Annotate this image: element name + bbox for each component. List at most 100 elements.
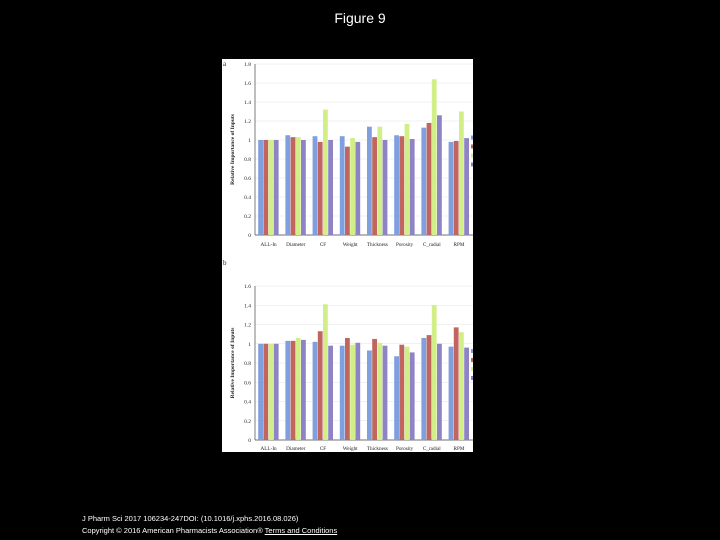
panel-b-bar-rf-c-radial xyxy=(437,343,442,440)
panel-a-bar-svm-all-in xyxy=(268,140,274,235)
panel-a-y-axis-label: Relative Importance of Inputs xyxy=(230,114,236,185)
panel-a-legend-swatch-ga xyxy=(471,144,473,149)
panel-b-label: b xyxy=(223,259,227,267)
panel-a-y-tick-label: 1 xyxy=(248,138,251,144)
panel-a-bar-svm-cf xyxy=(323,109,328,235)
panel-a-bar-rf-rpm xyxy=(464,138,469,235)
panel-a-bar-ga-cf xyxy=(317,141,323,235)
panel-b-bar-rf-diameter xyxy=(301,339,306,440)
panel-a-y-tick-label: 1.8 xyxy=(244,62,251,68)
panel-b-x-tick-label: Diameter xyxy=(286,446,306,452)
panel-a-bar-ga-diameter xyxy=(290,137,296,235)
panel-b-x-tick-label: RPM xyxy=(454,446,465,452)
panel-b-y-tick-label: 1 xyxy=(248,342,251,348)
panel-b-y-tick-label: 1.4 xyxy=(244,303,251,309)
footer: J Pharm Sci 2017 106234-247DOI: (10.1016… xyxy=(82,513,337,537)
panel-b-bar-ga-c-radial xyxy=(426,335,432,440)
panel-b-x-tick-label: Porosity xyxy=(396,446,414,452)
panel-a-bar-rf-diameter xyxy=(301,140,306,235)
panel-a-bar-svm-porosity xyxy=(404,123,410,235)
figure-chart-svg: a Relative Importance of Inputs 0 0.2 0.4 0.6… xyxy=(223,60,473,452)
terms-link[interactable]: Terms and Conditions xyxy=(264,526,338,535)
panel-b-bar-svm-c-radial xyxy=(431,305,437,440)
panel-a-bar-nn-cf xyxy=(312,136,318,235)
panel-a-legend-swatch-nn xyxy=(471,135,473,140)
panel-b-bar-nn-porosity xyxy=(394,356,399,440)
panel-b-y-tick-label: 0 xyxy=(248,438,251,444)
panel-b-y-axis-label: Relative Importance of Inputs xyxy=(230,328,236,399)
panel-a-bar-rf-porosity xyxy=(409,139,415,235)
panel-a-bar-ga-all-in xyxy=(263,140,269,235)
panel-b-x-tick-label: Weight xyxy=(343,446,358,452)
panel-b-bar-svm-thickness xyxy=(377,342,383,440)
panel-a-x-tick-label: ALL-In xyxy=(261,242,278,248)
copyright-text: Copyright © 2016 American Pharmacists As… xyxy=(82,526,265,535)
panel-b-legend-swatch-svm xyxy=(471,367,473,371)
panel-a-bar-rf-cf xyxy=(328,140,333,235)
panel-a-bar-svm-diameter xyxy=(295,137,301,235)
panel-b-y-tick-label: 1.2 xyxy=(244,323,251,329)
panel-b-legend-swatch-rf xyxy=(471,376,473,380)
panel-a-x-tick-label: Porosity xyxy=(396,242,414,248)
panel-b-bar-rf-rpm xyxy=(464,347,469,440)
panel-b-bar-nn-weight xyxy=(339,345,345,440)
panel-a-bar-ga-weight xyxy=(345,146,350,235)
panel-b-y-tick-label: 0.2 xyxy=(244,419,251,425)
panel-a-bar-svm-rpm xyxy=(459,111,464,235)
panel-b-bar-nn-all-in xyxy=(258,343,263,440)
panel-a-bar-svm-thickness xyxy=(377,126,383,235)
panel-b-bar-ga-diameter xyxy=(290,340,296,440)
panel-b-bar-svm-rpm xyxy=(459,332,464,440)
panel-b-bar-nn-rpm xyxy=(448,346,454,440)
panel-b-bar-ga-rpm xyxy=(453,327,459,440)
panel-b-bar-svm-cf xyxy=(323,304,328,440)
panel-b-bar-ga-porosity xyxy=(399,344,405,440)
panel-b-bar-svm-weight xyxy=(350,344,355,440)
panel-a-y-tick-label: 0.2 xyxy=(244,214,251,220)
panel-a-bar-ga-porosity xyxy=(399,136,405,235)
panel-b-bar-ga-thickness xyxy=(372,338,377,440)
panel-b-bar-nn-diameter xyxy=(285,340,291,440)
panel-a-bar-nn-porosity xyxy=(394,135,399,235)
panel-a-y-tick-label: 0.6 xyxy=(244,176,251,182)
panel-a-bar-ga-c-radial xyxy=(426,122,432,235)
panel-b-x-tick-label: CF xyxy=(320,446,326,452)
panel-b-bar-ga-all-in xyxy=(263,343,269,440)
slide-title: Figure 9 xyxy=(334,10,386,26)
panel-a-y-tick-label: 0.8 xyxy=(244,157,251,163)
panel-a-bar-rf-thickness xyxy=(382,140,388,235)
panel-b-bar-ga-cf xyxy=(317,331,323,440)
panel-b-bar-svm-porosity xyxy=(404,346,410,440)
panel-a-x-tick-label: C_radial xyxy=(423,242,441,248)
panel-a-y-tick-label: 1.4 xyxy=(244,100,251,106)
panel-a-label: a xyxy=(223,60,227,68)
panel-b-x-tick-label: Thickness xyxy=(367,446,388,452)
panel-a-bar-ga-rpm xyxy=(453,140,459,235)
panel-a-y-tick-label: 1.2 xyxy=(244,119,251,125)
panel-a-legend-swatch-rf xyxy=(471,162,473,167)
panel-b-bar-rf-cf xyxy=(328,345,333,440)
panel-a-bar-ga-thickness xyxy=(372,137,377,235)
panel-a-bar-rf-weight xyxy=(355,141,361,235)
panel-a-legend-swatch-svm xyxy=(471,153,473,158)
panel-b-bar-svm-all-in xyxy=(268,343,274,440)
panel-a-bar-nn-diameter xyxy=(285,135,291,235)
panel-b-legend-swatch-ga xyxy=(471,358,473,362)
panel-b-y-tick-label: 0.6 xyxy=(244,380,251,386)
panel-a-bar-svm-weight xyxy=(350,138,355,235)
panel-b-bar-rf-all-in xyxy=(273,343,279,440)
panel-b-bar-rf-porosity xyxy=(409,352,415,440)
panel-b-legend-swatch-nn xyxy=(471,349,473,353)
panel-b-x-tick-label: C_radial xyxy=(423,446,441,452)
panel-a-x-tick-label: Weight xyxy=(343,242,358,248)
figure-image: a Relative Importance of Inputs 0 0.2 0.4 0.6… xyxy=(222,59,473,452)
panel-a-bar-nn-all-in xyxy=(258,140,263,235)
panel-a-bar-nn-c-radial xyxy=(421,127,427,235)
panel-a-x-tick-label: CF xyxy=(320,242,326,248)
panel-b-bar-rf-weight xyxy=(355,342,361,440)
panel-b-bar-svm-diameter xyxy=(295,337,301,440)
copyright-line: Copyright © 2016 American Pharmacists As… xyxy=(82,525,337,537)
panel-a-bar-svm-c-radial xyxy=(431,79,437,235)
citation-text: J Pharm Sci 2017 106234-247DOI: (10.1016… xyxy=(82,514,299,523)
panel-a-y-tick-label: 1.6 xyxy=(244,81,251,87)
